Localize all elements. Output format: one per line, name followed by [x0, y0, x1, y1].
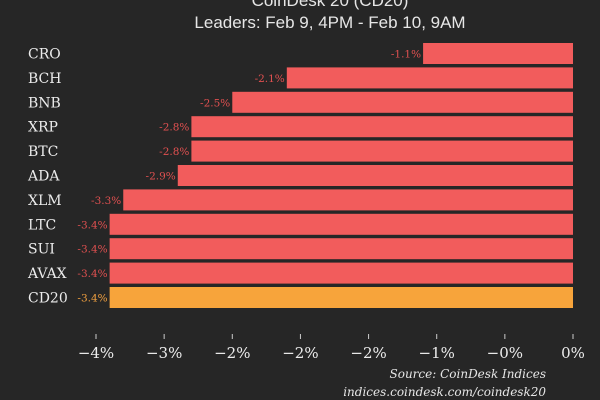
bar-sui [109, 238, 573, 260]
bar-avax [109, 262, 573, 284]
data-label: -3.4% [77, 219, 107, 231]
data-label: -2.8% [159, 146, 189, 158]
x-tick-label: −0% [487, 344, 523, 362]
data-label: -3.3% [91, 195, 121, 207]
chart-title: CoinDesk 20 (CD20) [252, 0, 409, 10]
category-label: ADA [27, 169, 60, 185]
bar-bch [286, 67, 573, 89]
x-tick-label: −2% [282, 344, 318, 362]
category-label: SUI [28, 242, 55, 258]
data-label: -3.4% [77, 244, 107, 256]
data-label: -1.1% [391, 49, 421, 61]
data-label: -2.9% [146, 171, 176, 183]
x-tick-label: −2% [350, 344, 386, 362]
bar-xlm [123, 189, 573, 211]
x-tick-label: −1% [419, 344, 455, 362]
category-label: XLM [28, 193, 62, 209]
bar-btc [191, 140, 573, 162]
bar-cro [423, 43, 573, 64]
bar-ltc [109, 213, 573, 235]
category-label: LTC [28, 217, 56, 233]
category-label: XRP [28, 120, 58, 136]
category-label: CRO [28, 47, 61, 63]
chart-subtitle: Leaders: Feb 9, 4PM - Feb 10, 9AM [194, 13, 465, 32]
data-label: -2.1% [255, 73, 285, 85]
category-label: CD20 [28, 291, 68, 307]
x-tick-label: −4% [78, 344, 114, 362]
data-label: -3.4% [77, 268, 107, 280]
x-tick-label: 0% [561, 344, 585, 362]
bar-xrp [191, 116, 573, 138]
category-label: BTC [28, 144, 58, 160]
bar-bnb [232, 91, 574, 113]
category-label: BCH [28, 71, 61, 87]
category-label: AVAX [27, 266, 67, 282]
data-label: -2.8% [159, 122, 189, 134]
category-label: BNB [28, 95, 61, 111]
bar-ada [177, 165, 573, 186]
data-label: -2.5% [200, 97, 230, 109]
x-tick-label: −3% [146, 344, 182, 362]
bar-cd20 [109, 287, 573, 308]
x-tick-label: −2% [214, 344, 250, 362]
source-url: indices.coindesk.com/coindesk20 [343, 385, 546, 399]
source-label: Source: CoinDesk Indices [390, 367, 547, 381]
data-label: -3.4% [77, 293, 107, 305]
